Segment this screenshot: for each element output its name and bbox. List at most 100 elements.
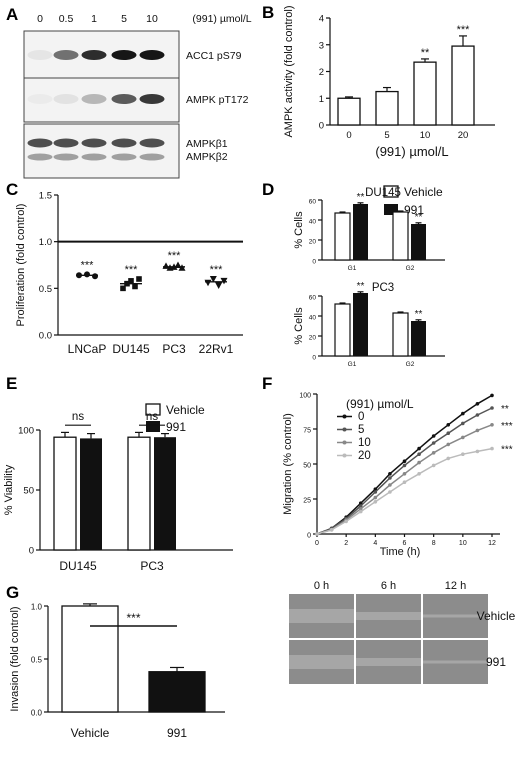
blot-band (139, 94, 165, 104)
series-point (431, 451, 436, 455)
f-y-tick-label: 50 (303, 463, 311, 470)
x-tick-label: G1 (348, 265, 357, 272)
x-tick-label: LNCaP (68, 342, 107, 356)
b-y-axis-label: AMPK activity (fold control) (283, 5, 295, 137)
f-x-tick-label: 8 (432, 540, 436, 547)
bar-991 (154, 437, 176, 550)
blot-band (81, 138, 107, 148)
significance: ** (415, 309, 423, 320)
legend-label-vehicle: Vehicle (404, 185, 443, 199)
blot-band (27, 50, 53, 60)
significance: ** (357, 192, 365, 203)
micrograph-column-label: 12 h (445, 580, 466, 592)
bar (375, 90, 399, 126)
series-point (402, 459, 407, 464)
series-point (344, 519, 348, 524)
legend-title: (991) µmol/L (346, 397, 414, 411)
series-point (417, 446, 421, 451)
data-point (92, 273, 98, 280)
data-point (209, 276, 217, 283)
blot-band (139, 138, 165, 148)
x-tick-label: PC3 (140, 559, 164, 573)
series-point (388, 476, 392, 480)
f-x-tick-label: 2 (344, 540, 348, 547)
blot-band (53, 94, 79, 104)
legend-label-991: 991 (404, 203, 424, 217)
band-label-b1: AMPKβ1 (186, 138, 228, 150)
significance: ** (421, 47, 430, 59)
g-y-tick-label: 0.5 (31, 656, 43, 665)
f-y-tick-label: 25 (303, 498, 311, 505)
series-point (402, 472, 407, 476)
f-x-tick-label: 6 (403, 540, 407, 547)
panel-letter-b: B (262, 3, 274, 22)
bar-991 (411, 321, 426, 356)
lane-label: 10 (146, 13, 158, 25)
series-point (388, 472, 392, 476)
blot-band (53, 153, 79, 161)
f-x-tick-label: 10 (459, 540, 467, 547)
x-tick-label: 5 (384, 130, 389, 141)
d1-y-tick-label: 0 (312, 355, 316, 362)
blot-band (27, 153, 53, 161)
series-point (461, 435, 465, 440)
d1-y-tick-label: 40 (309, 315, 317, 322)
legend-swatch-vehicle (145, 403, 161, 416)
d0-y-axis-label: % Cells (293, 211, 305, 249)
panel-letter-e: E (6, 374, 17, 393)
x-axis-label: (991) µmol/L (375, 144, 448, 159)
data-point (132, 283, 138, 290)
c-y-tick-label: 1.5 (39, 191, 52, 202)
wound-gap (423, 660, 488, 664)
x-tick-label: 991 (167, 726, 187, 740)
data-point (120, 285, 126, 292)
g-y-axis-label: Invasion (fold control) (9, 606, 21, 711)
f-x-tick-label: 0 (315, 540, 319, 547)
series-point (461, 411, 465, 416)
blot-band (111, 50, 137, 60)
x-tick-label: DU145 (59, 559, 97, 573)
significance: *** (126, 611, 140, 625)
e-y-axis-label: % Viability (3, 464, 15, 515)
bar-991 (353, 204, 368, 260)
lane-label: 0 (37, 13, 43, 25)
x-tick-label: 22Rv1 (199, 342, 234, 356)
series-point (490, 423, 494, 427)
data-point (215, 282, 223, 290)
data-point (128, 278, 134, 284)
micrograph-row-label: Vehicle (477, 609, 516, 623)
micrograph-column-label: 0 h (314, 580, 329, 592)
blot-band (81, 153, 107, 161)
g-y-tick-label: 0.0 (31, 709, 43, 718)
bar-991 (80, 438, 102, 550)
legend-swatch-vehicle (383, 185, 399, 198)
d0-y-tick-label: 60 (309, 199, 317, 206)
bar (451, 45, 475, 126)
x-tick-label: DU145 (112, 342, 150, 356)
significance: ns (146, 411, 158, 423)
legend-marker (342, 427, 347, 432)
series-point (417, 452, 421, 457)
x-tick-label: 20 (458, 130, 469, 141)
blot-band (53, 138, 79, 148)
blot-band (27, 94, 53, 104)
series-point (417, 472, 421, 476)
micrograph-row-label: 991 (486, 655, 506, 669)
legend-label-vehicle: Vehicle (166, 403, 205, 417)
series-point (388, 490, 392, 494)
f-y-tick-label: 100 (299, 393, 311, 400)
blot-band (111, 153, 137, 161)
b-y-tick-label: 0 (319, 121, 324, 132)
x-tick-label: G2 (406, 361, 415, 368)
lane-label: 1 (91, 13, 97, 25)
legend-label: 10 (358, 437, 371, 449)
band-label-ampk: AMPK pT172 (186, 94, 249, 106)
series-point (431, 441, 436, 445)
series-point (329, 528, 334, 532)
d1-y-tick-label: 60 (309, 295, 317, 302)
series-point (358, 507, 363, 511)
series-point (490, 393, 494, 398)
blot-band (81, 50, 107, 60)
bar-vehicle (61, 605, 119, 713)
